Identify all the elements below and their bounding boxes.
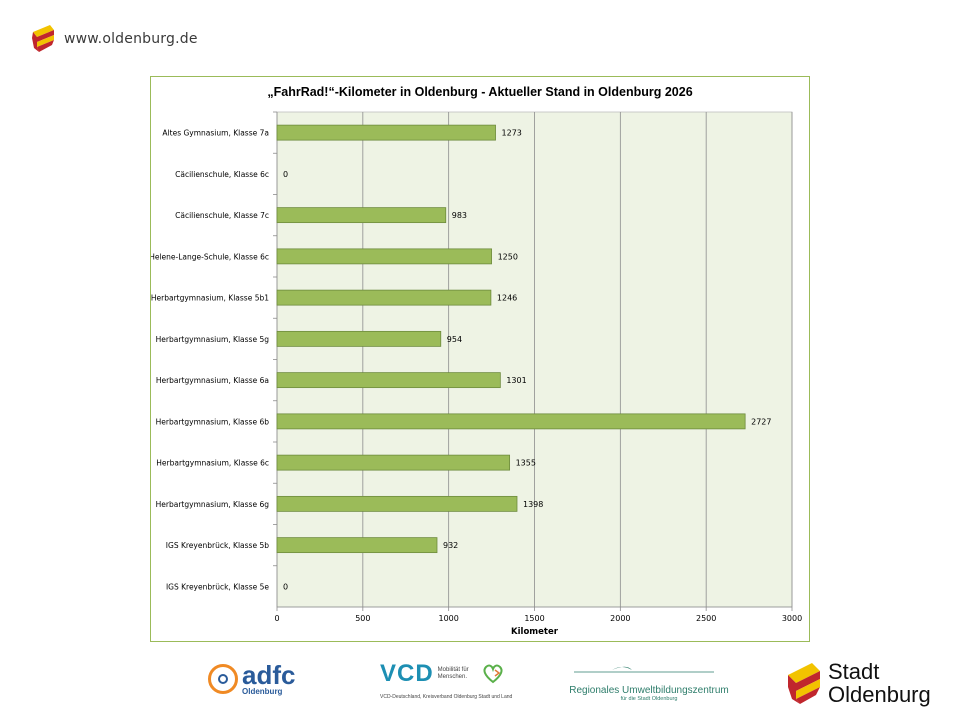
data-label: 954 [447,335,462,344]
data-label: 1250 [498,252,518,261]
data-label: 1246 [497,294,517,303]
category-label: Herbartgymnasium, Klasse 5g [156,335,270,344]
vcd-heart-icon [483,664,503,684]
x-tick-label: 1500 [524,614,544,623]
bar [276,248,492,265]
vcd-claim: Mobilität für Menschen. [437,666,469,680]
adfc-sub: Oldenburg [242,687,283,696]
site-header: www.oldenburg.de [30,24,198,54]
data-label: 0 [283,582,288,591]
category-label: Helene-Lange-Schule, Klasse 6c [151,252,269,261]
bar [276,495,518,512]
bar [276,454,511,471]
stadt-shield-icon [788,663,820,705]
bar [276,124,496,141]
adfc-wheel-icon [208,664,238,694]
data-label: 983 [452,211,467,220]
category-label: Herbartgymnasium, Klasse 6b [156,417,270,426]
oldenburg-logo-icon [32,25,54,52]
bar [276,330,442,347]
bar [276,537,438,554]
stadt-oldenburg-logo: Stadt Oldenburg [786,660,931,706]
data-label: 1355 [516,459,536,468]
category-label: Herbartgymnasium, Klasse 6c [156,459,269,468]
vcd-logo: VCD Mobilität für Menschen. VCD-Deutschl… [380,660,512,700]
ruz-name: Regionales Umweltbildungszentrum [569,685,729,696]
data-label: 0 [283,170,288,179]
data-label: 932 [443,541,458,550]
data-label: 2727 [751,417,771,426]
bar-chart: 0 500 1000 1500 2000 2500 3000 Altes Gymnasium,… [151,111,802,637]
stadt-line1: Stadt [828,659,880,684]
category-label: Herbartgymnasium, Klasse 5b1 [151,294,269,303]
bar [276,372,501,389]
x-tick-label: 2000 [610,614,630,623]
vcd-name: VCD [380,660,434,687]
site-url[interactable]: www.oldenburg.de [64,31,198,47]
bar [276,207,447,224]
category-label: IGS Kreyenbrück, Klasse 5b [166,541,269,550]
data-label: 1301 [506,376,526,385]
bar [276,413,746,430]
x-tick-label: 2500 [696,614,716,623]
category-label: Altes Gymnasium, Klasse 7a [162,129,269,138]
chart-title: „FahrRad!“-Kilometer in Oldenburg - Aktu… [267,85,693,99]
data-label: 1273 [502,129,522,138]
category-label: Herbartgymnasium, Klasse 6g [156,500,270,509]
category-label: Herbartgymnasium, Klasse 6a [156,376,269,385]
data-label: 1398 [523,500,543,509]
stadt-line2: Oldenburg [828,682,931,708]
x-tick-label: 3000 [782,614,802,623]
ruz-bird-icon [574,666,714,673]
category-label: Cäcilienschule, Klasse 6c [175,170,269,179]
bar [276,289,492,306]
x-axis-title: Kilometer [511,627,559,637]
category-label: IGS Kreyenbrück, Klasse 5e [166,582,269,591]
category-label: Cäcilienschule, Klasse 7c [175,211,269,220]
ruz-logo: Regionales Umweltbildungszentrum für die… [564,662,734,702]
chart-frame: „FahrRad!“-Kilometer in Oldenburg - Aktu… [150,76,810,642]
x-tick-label: 1000 [438,614,458,623]
vcd-sub: VCD-Deutschland, Kreisverband Oldenburg … [380,694,513,700]
x-tick-label: 500 [355,614,370,623]
adfc-name: adfc [242,660,296,690]
adfc-logo: adfc Oldenburg [208,662,295,696]
footer-logos: adfc Oldenburg VCD Mobilität für Mensche… [0,648,960,720]
x-tick-label: 0 [274,614,279,623]
ruz-sub: für die Stadt Oldenburg [620,696,678,702]
